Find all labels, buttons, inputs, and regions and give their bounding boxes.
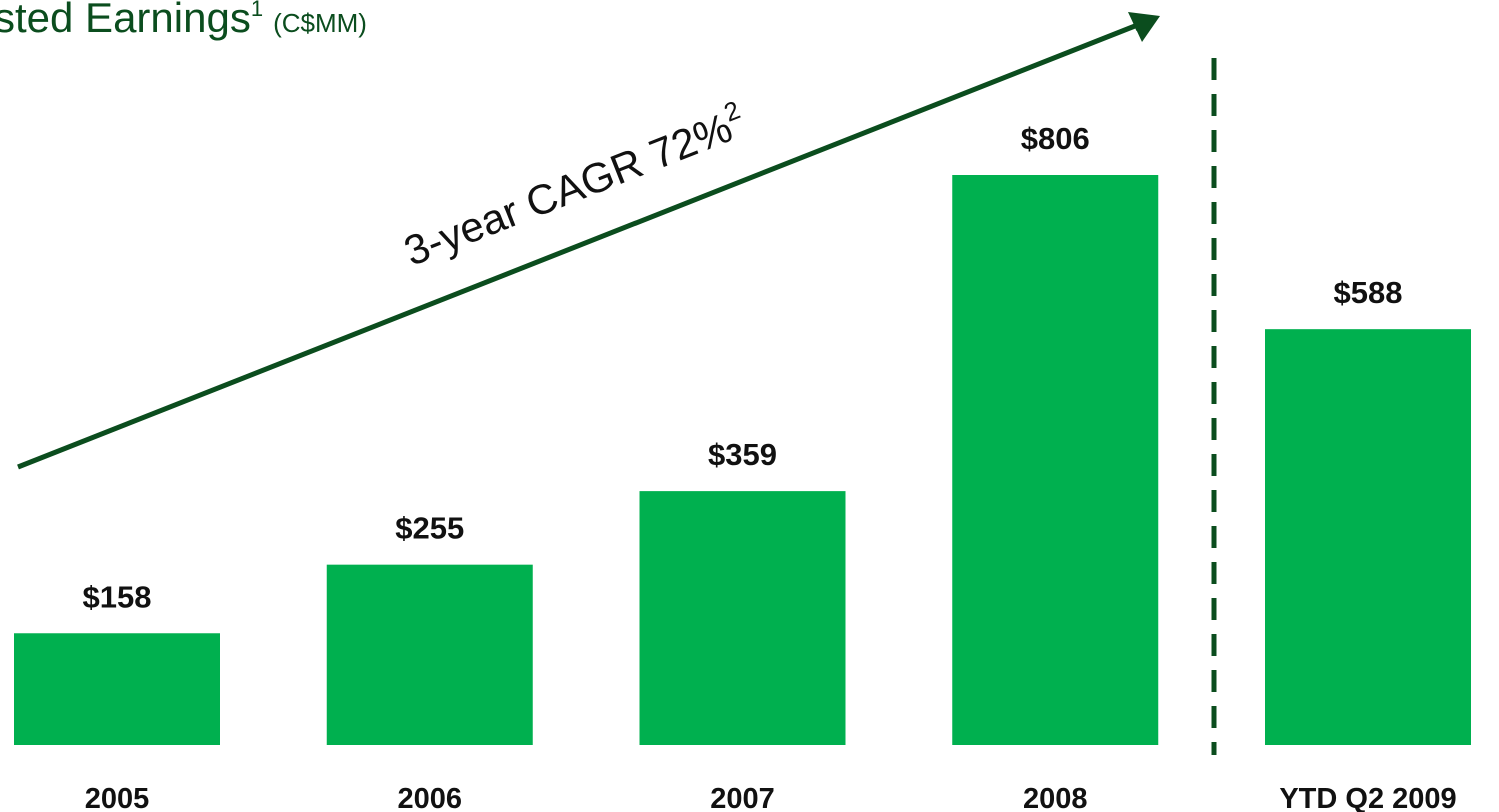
bar [1265, 329, 1471, 745]
bar [952, 175, 1159, 745]
chart-title: sted Earnings1 (C$MM) [0, 0, 367, 41]
x-tick-label: YTD Q2 2009 [1279, 783, 1456, 812]
x-tick-label: 2008 [1023, 783, 1088, 812]
bar [14, 633, 220, 745]
bar [326, 564, 533, 745]
value-label: $158 [83, 579, 152, 614]
x-tick-label: 2007 [710, 783, 775, 812]
value-label: $588 [1334, 275, 1403, 310]
value-label: $359 [708, 437, 777, 472]
trend-arrow [17, 21, 1144, 470]
value-label: $806 [1021, 121, 1090, 156]
x-tick-label: 2005 [85, 783, 150, 812]
bar [639, 491, 846, 745]
value-label: $255 [395, 511, 464, 546]
arrow-head [1128, 12, 1160, 42]
x-tick-label: 2006 [397, 783, 462, 812]
